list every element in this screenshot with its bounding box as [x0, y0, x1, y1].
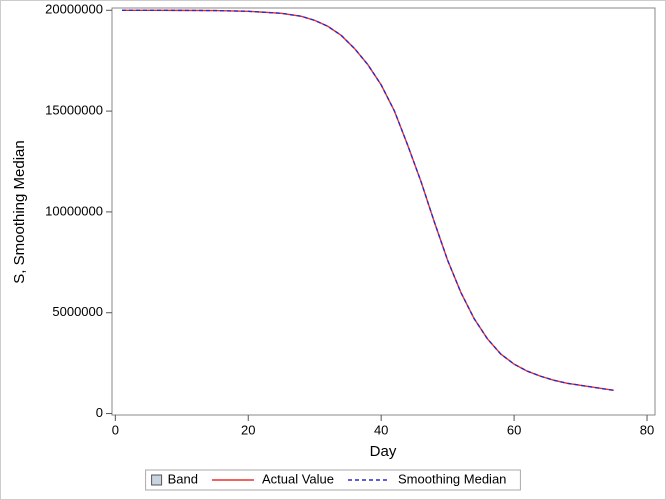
- series-line: [121, 9, 614, 392]
- y-tick-label: 10000000: [45, 203, 103, 218]
- x-tick-label: 80: [640, 422, 654, 437]
- legend-label: Actual Value: [262, 471, 334, 486]
- series-line: [121, 9, 614, 392]
- x-axis-label: Day: [370, 443, 397, 460]
- legend-label: Band: [168, 471, 198, 486]
- legend-frame: [145, 469, 521, 491]
- legend-swatch: [151, 474, 163, 486]
- x-tick-label: 60: [507, 422, 521, 437]
- plot-frame: [111, 7, 656, 416]
- legend-label: Smoothing Median: [398, 471, 506, 486]
- y-axis-label: S, Smoothing Median: [11, 140, 28, 283]
- x-tick-label: 20: [241, 422, 255, 437]
- y-tick-label: 20000000: [45, 2, 103, 17]
- y-tick-label: 15000000: [45, 103, 103, 118]
- x-tick-label: 40: [374, 422, 388, 437]
- y-tick-label: 5000000: [52, 304, 103, 319]
- y-tick-label: 0: [96, 405, 103, 420]
- x-tick-label: 0: [112, 422, 119, 437]
